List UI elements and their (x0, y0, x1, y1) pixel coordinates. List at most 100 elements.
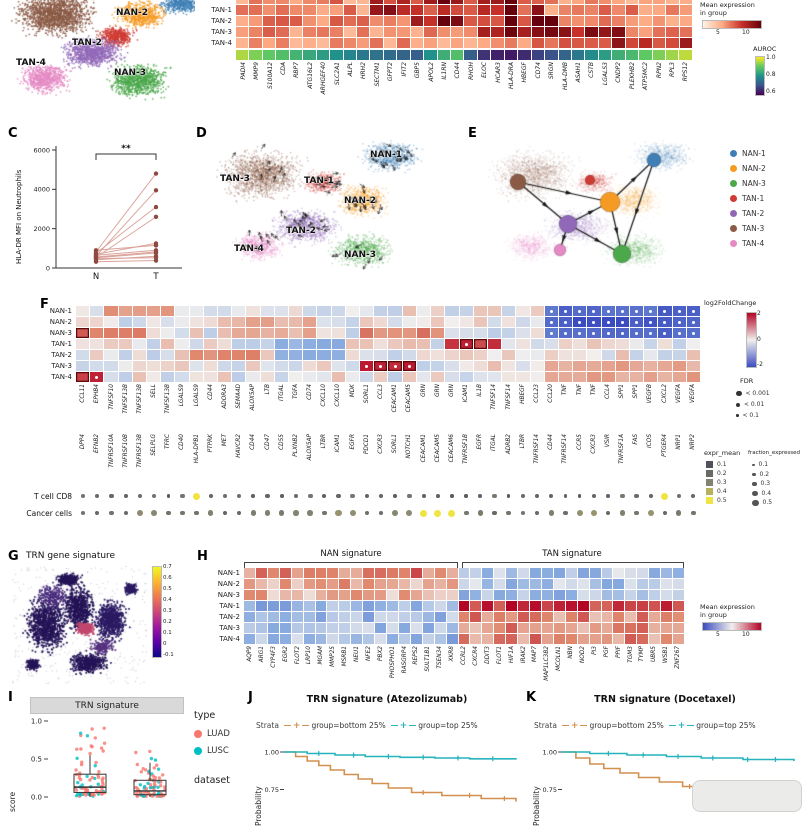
heatmap-cell (577, 590, 589, 600)
heatmap-cell (639, 38, 652, 48)
heatmap-cell (652, 16, 666, 26)
heatmap-cell (477, 0, 491, 4)
heatmap-cell (175, 339, 189, 349)
heatmap-cell (289, 0, 303, 4)
heatmap-cell (530, 350, 544, 360)
gene-label: PBX2 (377, 646, 384, 662)
gene-label: TGM3 (627, 646, 634, 663)
gene-label: CCL20 (548, 384, 555, 403)
trn-signature-title: TRN gene signature (26, 551, 116, 561)
gene-label: TYMP (639, 646, 646, 662)
gene-label: CD55 (278, 434, 285, 450)
heatmap-cell (218, 317, 232, 327)
heatmap-cell (613, 623, 625, 633)
fraction-expressed-legend: 0.1 0.2 0.3 0.4 0.5 (752, 460, 772, 508)
gene-label: ICOS (647, 434, 654, 448)
heatmap-cell (613, 612, 625, 622)
heatmap-cell (558, 0, 572, 4)
heatmap-cell (289, 328, 303, 338)
heatmap-cell (276, 27, 289, 37)
heatmap-cell (589, 568, 601, 578)
strata-legend-item: + group=bottom 25% (283, 721, 386, 730)
heatmap-cell (356, 38, 370, 48)
heatmap-cell (203, 328, 218, 338)
heatmap-cell (553, 568, 565, 578)
heatmap-cell (331, 361, 345, 371)
heatmap-cell (565, 601, 577, 611)
heatmap-cell (244, 601, 255, 611)
heatmap-cell (431, 317, 445, 327)
heatmap-cell (236, 5, 249, 15)
expr-mean-legend-item: 0.4 (706, 487, 727, 496)
ligand-receptor-heatmap (76, 306, 700, 382)
expression-dot (644, 505, 658, 521)
heatmap-cell (262, 27, 276, 37)
heatmap-h-row-labels: NAN-1 NAN-2 NAN-3 TAN-1 TAN-2 TAN-3 TAN-4 (206, 568, 240, 645)
marker-gene-heatmap (236, 0, 692, 48)
heatmap-cell (649, 590, 661, 600)
umap-clusters-canvas (0, 0, 195, 118)
heatmap-cell (260, 339, 274, 349)
heatmap-cell (279, 601, 291, 611)
heatmap-cell (573, 317, 587, 327)
panel-letter-f: F (40, 297, 49, 312)
heatmap-cell (410, 27, 424, 37)
heatmap-cell (343, 38, 356, 48)
heatmap-cell (249, 38, 262, 48)
gene-label: S100A12 (266, 62, 274, 89)
heatmap-cell (374, 339, 388, 349)
svg-text:2000: 2000 (33, 225, 50, 233)
expression-dot (473, 488, 487, 504)
heatmap-cell (398, 634, 410, 644)
heatmap-cell (587, 306, 601, 316)
heatmap-cell (147, 328, 161, 338)
auroc-cell (249, 50, 262, 60)
heatmap-cell (487, 372, 502, 382)
expression-dot (388, 488, 402, 504)
heatmap-cell (132, 317, 147, 327)
heatmap-cell (577, 623, 589, 633)
heatmap-cell (375, 590, 387, 600)
heatmap-cell (410, 590, 422, 600)
expression-dot (558, 505, 572, 521)
expression-dot (331, 488, 345, 504)
expression-dot (260, 505, 274, 521)
cluster-color-dot (730, 180, 737, 187)
gene-label: LGALS9 (193, 384, 200, 407)
heatmap-cell (446, 579, 458, 589)
heatmap-cell (315, 623, 327, 633)
heatmap-cell (246, 317, 260, 327)
heatmap-cell (339, 579, 351, 589)
gene-label: HLA-DMB (561, 62, 569, 91)
gene-label: REPS2 (413, 646, 420, 665)
auroc-cell (236, 50, 249, 60)
gene-label: SORL1 (392, 434, 399, 454)
velocity-umap-canvas (200, 132, 460, 290)
gene-label: LGALS9 (179, 384, 186, 407)
heatmap-cell (494, 568, 506, 578)
gene-label: SPP1 (619, 384, 625, 399)
cluster-label: TAN-4 (234, 244, 264, 254)
heatmap-cell (553, 623, 565, 633)
gene-label: DDIT3 (484, 646, 491, 664)
gene-label: PLEKHB2 (628, 62, 636, 90)
heatmap-cell (374, 350, 388, 360)
heatmap-cell (587, 328, 601, 338)
heatmap-cell (516, 306, 530, 316)
colorbar-tick: -0.1 (163, 652, 174, 658)
heatmap-cell (90, 306, 104, 316)
heatmap-cell (573, 361, 587, 371)
heatmap-cell (118, 317, 132, 327)
heatmap-cell (589, 590, 601, 600)
heatmap-cell (410, 568, 422, 578)
heatmap-cell (504, 5, 518, 15)
heatmap-cell (351, 579, 363, 589)
heatmap-cell (530, 317, 544, 327)
heatmap-cell (410, 612, 422, 622)
cluster-label: NAN-2 (116, 8, 149, 18)
heatmap-cell (639, 0, 652, 4)
ui-overlay-button[interactable] (692, 780, 802, 812)
heatmap-cell (573, 339, 587, 349)
heatmap-cell (431, 361, 445, 371)
heatmap-cell (330, 38, 343, 48)
